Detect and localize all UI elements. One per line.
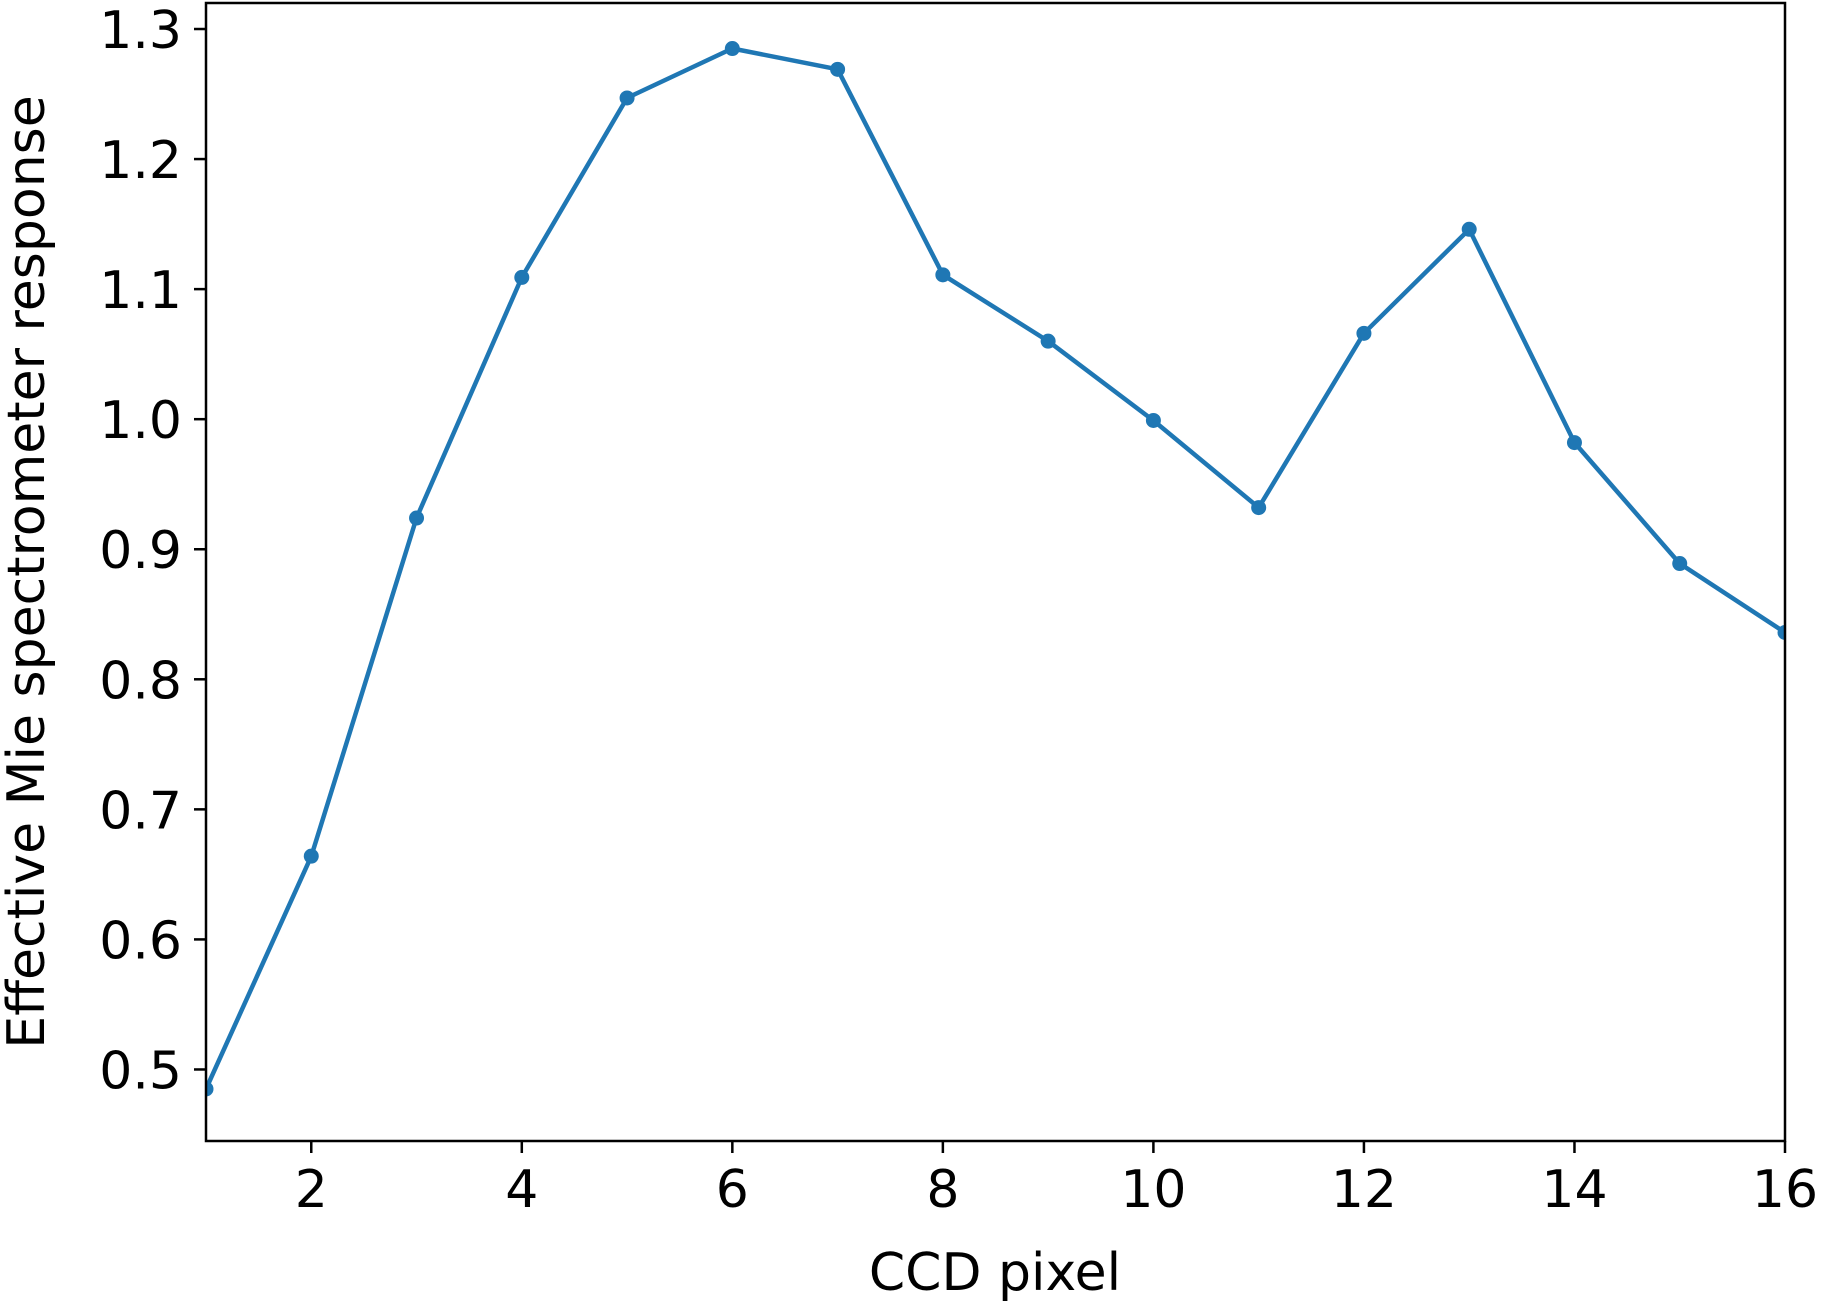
data-point [1251, 500, 1267, 516]
y-axis-label: Effective Mie spectrometer response [0, 95, 57, 1048]
data-point [1040, 333, 1056, 349]
x-axis-label: CCD pixel [869, 1243, 1121, 1303]
x-tick-label: 4 [505, 1160, 538, 1220]
y-tick-label: 0.5 [99, 1041, 182, 1101]
x-tick-label: 6 [716, 1160, 749, 1220]
data-point [1356, 325, 1372, 341]
data-point [1672, 556, 1688, 572]
x-tick-label: 12 [1331, 1160, 1397, 1220]
y-tick-label: 0.9 [99, 521, 182, 581]
x-tick-label: 8 [926, 1160, 959, 1220]
y-tick-label: 1.3 [99, 1, 182, 61]
x-tick-label: 10 [1120, 1160, 1186, 1220]
data-layer [206, 41, 1785, 1097]
x-tick-label: 16 [1752, 1160, 1818, 1220]
data-point [830, 61, 846, 77]
data-point [206, 1081, 214, 1097]
series-line [206, 46, 1785, 1092]
data-point [1461, 221, 1477, 237]
y-tick-label: 1.2 [99, 131, 182, 191]
y-tick-label: 1.0 [99, 391, 182, 451]
data-point [935, 267, 951, 283]
data-point [303, 848, 319, 864]
ticks-layer: 2 4 6 8 10 12 14 16 0.5 0.6 0.7 0.8 0.9 1.0 1.1 1.2 1.3 [99, 1, 1818, 1220]
data-point [724, 41, 740, 57]
data-point [409, 510, 425, 526]
data-point [514, 269, 530, 285]
y-tick-label: 0.8 [99, 651, 182, 711]
x-tick-label: 14 [1541, 1160, 1607, 1220]
plot-frame [204, 1, 1787, 1143]
y-tick-label: 1.1 [99, 261, 182, 321]
x-tick-label: 2 [295, 1160, 328, 1220]
data-point [1145, 412, 1161, 428]
data-point [1777, 624, 1785, 640]
y-tick-label: 0.7 [99, 781, 182, 841]
data-point [619, 90, 635, 106]
y-tick-label: 0.6 [99, 911, 182, 971]
data-point [1566, 435, 1582, 451]
